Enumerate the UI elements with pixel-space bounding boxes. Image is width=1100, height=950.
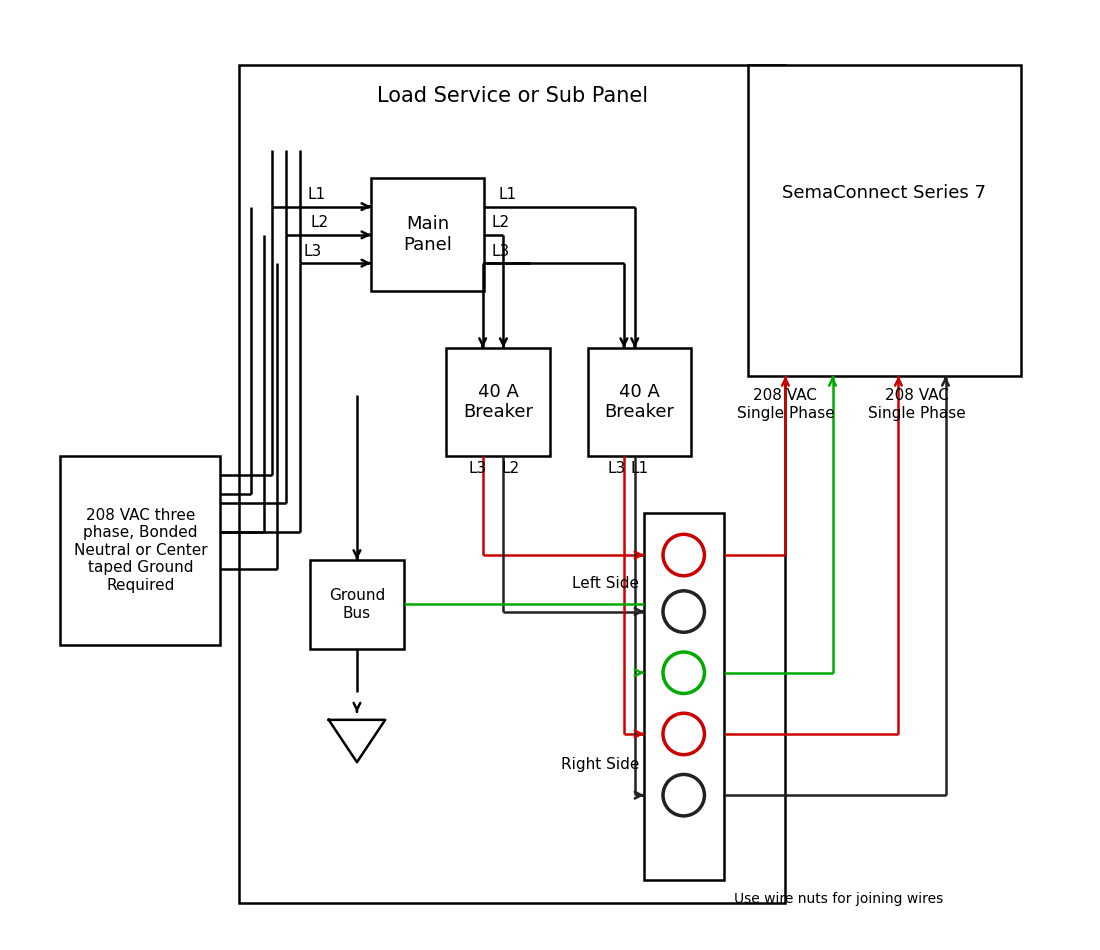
Bar: [587, 348, 691, 456]
Text: L3: L3: [304, 243, 321, 258]
Text: 208 VAC three
phase, Bonded
Neutral or Center
taped Ground
Required: 208 VAC three phase, Bonded Neutral or C…: [74, 508, 207, 593]
Text: L1: L1: [308, 187, 326, 202]
Text: L2: L2: [492, 216, 509, 230]
Text: L1: L1: [630, 461, 649, 476]
Text: 208 VAC
Single Phase: 208 VAC Single Phase: [868, 389, 966, 421]
Text: L3: L3: [492, 243, 510, 258]
Text: SemaConnect Series 7: SemaConnect Series 7: [782, 183, 987, 201]
Text: 208 VAC
Single Phase: 208 VAC Single Phase: [737, 389, 834, 421]
Text: L3: L3: [607, 461, 626, 476]
Text: L2: L2: [310, 216, 329, 230]
Bar: [371, 179, 484, 292]
Text: Use wire nuts for joining wires: Use wire nuts for joining wires: [734, 892, 943, 905]
Text: Load Service or Sub Panel: Load Service or Sub Panel: [377, 86, 648, 105]
Bar: [239, 66, 785, 903]
Text: L3: L3: [469, 461, 487, 476]
Text: Left Side: Left Side: [572, 576, 639, 591]
Bar: [60, 456, 220, 644]
Text: 40 A
Breaker: 40 A Breaker: [605, 383, 674, 422]
Text: Ground
Bus: Ground Bus: [329, 588, 385, 620]
Text: Right Side: Right Side: [561, 756, 639, 771]
Text: Main
Panel: Main Panel: [403, 216, 452, 255]
Text: L1: L1: [498, 187, 516, 202]
Bar: [748, 66, 1021, 376]
Bar: [645, 513, 724, 880]
Text: L2: L2: [502, 461, 520, 476]
Bar: [310, 560, 404, 649]
Text: 40 A
Breaker: 40 A Breaker: [463, 383, 534, 422]
Bar: [447, 348, 550, 456]
